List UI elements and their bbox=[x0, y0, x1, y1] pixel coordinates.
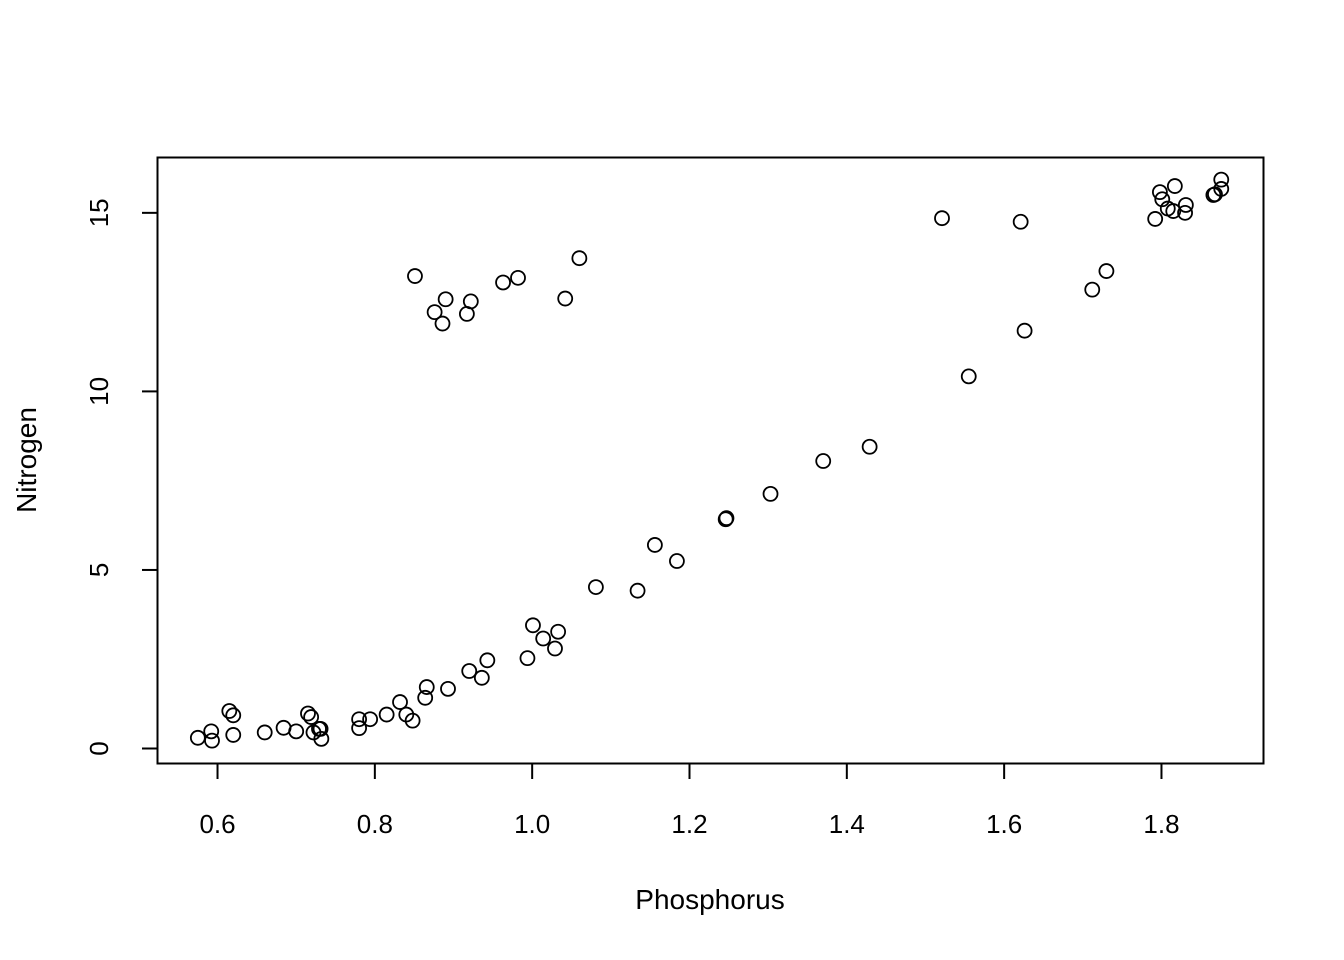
x-tick-label: 0.8 bbox=[357, 809, 393, 839]
data-point bbox=[646, 537, 663, 553]
data-point bbox=[418, 679, 435, 695]
data-point bbox=[312, 720, 329, 737]
data-point bbox=[392, 694, 408, 710]
data-point bbox=[495, 274, 511, 291]
data-point bbox=[204, 732, 220, 749]
data-point bbox=[225, 727, 242, 743]
data-point bbox=[437, 291, 454, 308]
data-point bbox=[407, 268, 423, 284]
data-point bbox=[519, 650, 536, 667]
data-point bbox=[351, 711, 368, 728]
data-point bbox=[1166, 178, 1183, 194]
data-point bbox=[303, 709, 320, 725]
data-point bbox=[225, 707, 242, 724]
data-point bbox=[571, 250, 588, 267]
data-point bbox=[404, 712, 421, 729]
data-point bbox=[718, 510, 735, 527]
data-point bbox=[378, 706, 395, 723]
data-point bbox=[629, 582, 646, 599]
data-point bbox=[1016, 322, 1033, 339]
data-point bbox=[417, 689, 434, 706]
data-point bbox=[525, 617, 541, 634]
data-point bbox=[189, 729, 206, 746]
y-tick-label: 15 bbox=[84, 198, 114, 227]
data-point bbox=[434, 315, 451, 332]
data-point bbox=[960, 368, 977, 385]
data-point bbox=[288, 723, 305, 740]
y-axis-title: Nitrogen bbox=[11, 407, 42, 513]
data-point bbox=[203, 723, 220, 740]
data-point bbox=[221, 703, 238, 719]
data-point bbox=[313, 730, 330, 747]
data-point bbox=[1012, 213, 1029, 230]
data-point bbox=[362, 711, 379, 728]
data-point bbox=[547, 640, 563, 657]
plot-frame bbox=[156, 156, 1265, 765]
data-point bbox=[351, 720, 368, 737]
data-point bbox=[1177, 204, 1193, 221]
data-point bbox=[1147, 211, 1164, 227]
data-point bbox=[473, 669, 490, 686]
data-point bbox=[1165, 203, 1182, 219]
data-point bbox=[510, 269, 526, 286]
x-tick-label: 1.2 bbox=[671, 809, 707, 839]
data-point bbox=[815, 453, 832, 469]
data-point bbox=[461, 663, 478, 679]
data-point bbox=[1098, 263, 1115, 279]
x-tick-label: 1.0 bbox=[514, 809, 550, 839]
data-point bbox=[1213, 181, 1230, 197]
data-point bbox=[762, 485, 779, 502]
data-point bbox=[300, 705, 316, 722]
data-point bbox=[426, 304, 443, 321]
data-point bbox=[550, 623, 567, 640]
data-point bbox=[462, 293, 479, 310]
y-tick-label: 10 bbox=[84, 377, 114, 406]
data-point bbox=[1154, 191, 1171, 208]
y-tick-label: 5 bbox=[84, 563, 114, 577]
x-tick-label: 0.6 bbox=[199, 809, 235, 839]
x-axis-title: Phosphorus bbox=[635, 884, 784, 915]
data-point bbox=[557, 290, 574, 307]
data-point bbox=[587, 579, 604, 595]
data-point bbox=[861, 438, 878, 455]
data-point bbox=[256, 724, 273, 741]
data-point bbox=[535, 630, 552, 647]
y-axis: 0 5 10 15 bbox=[84, 198, 159, 756]
x-tick-label: 1.8 bbox=[1143, 809, 1179, 839]
data-points bbox=[189, 171, 1230, 749]
data-point bbox=[1152, 184, 1168, 201]
data-point bbox=[1084, 281, 1101, 298]
x-tick-label: 1.4 bbox=[829, 809, 865, 839]
data-point bbox=[479, 652, 496, 669]
x-axis: 0.6 0.8 1.0 1.2 1.4 1.6 1.8 bbox=[199, 762, 1180, 839]
x-tick-label: 1.6 bbox=[986, 809, 1022, 839]
data-point bbox=[440, 680, 456, 697]
data-point bbox=[1213, 171, 1230, 188]
y-tick-label: 0 bbox=[84, 741, 114, 755]
data-point bbox=[1177, 197, 1194, 213]
data-point bbox=[934, 210, 950, 227]
data-point bbox=[669, 553, 685, 569]
